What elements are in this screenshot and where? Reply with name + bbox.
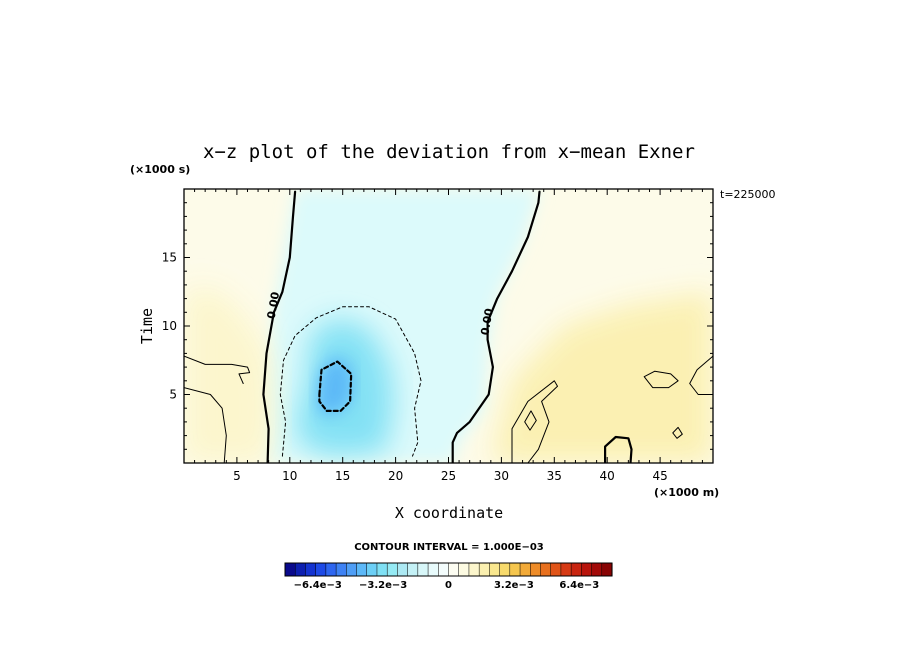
- colorbar-swatch: [315, 562, 327, 577]
- colorbar-swatch: [530, 562, 542, 577]
- time-stamp-label: t=225000: [720, 188, 776, 201]
- chart-title: x−z plot of the deviation from x−mean Ex…: [203, 141, 695, 163]
- y-tick-label: 10: [162, 319, 177, 333]
- contour-label: 0.00: [478, 307, 496, 336]
- contour-line: [511, 380, 558, 463]
- x-tick-label: 5: [233, 469, 241, 483]
- colorbar-swatch: [335, 562, 347, 577]
- colorbar-swatch: [581, 562, 593, 577]
- field-negative-core: [316, 356, 354, 416]
- colorbar-swatch: [591, 562, 603, 577]
- colorbar-swatch: [366, 562, 378, 577]
- y-tick-label: 15: [162, 251, 177, 265]
- y-axis-ticks: 5 10 15: [162, 202, 713, 450]
- contour-line: [279, 306, 422, 457]
- contour-labels: 0.00 0.00: [265, 291, 496, 337]
- colorbar-swatch: [284, 562, 296, 577]
- x-tick-label: 45: [652, 469, 667, 483]
- colorbar-swatch: [346, 562, 358, 577]
- x-tick-label: 40: [600, 469, 615, 483]
- colorbar-swatch: [499, 562, 511, 577]
- colorbar-swatch: [478, 562, 490, 577]
- contour-line: [524, 410, 537, 431]
- colorbar-swatch: [305, 562, 317, 577]
- x-tick-label: 35: [547, 469, 562, 483]
- colorbar-swatch: [294, 562, 306, 577]
- colorbar-swatch: [601, 562, 613, 577]
- y-unit-label: (×1000 s): [130, 163, 190, 176]
- x-tick-label: 20: [388, 469, 403, 483]
- contour-line: [318, 360, 353, 412]
- colorbar-swatch: [427, 562, 439, 577]
- colorbar-tick-label: 3.2e−3: [494, 580, 534, 591]
- colorbar-swatch: [570, 562, 582, 577]
- contour-line: [604, 435, 633, 463]
- contour-interval-text: CONTOUR INTERVAL = 1.000E−03: [354, 542, 544, 553]
- colorbar-swatch: [519, 562, 531, 577]
- contour-label: 0.00: [265, 291, 283, 320]
- colorbar-swatch: [325, 562, 337, 577]
- contour-line: [184, 355, 251, 384]
- shaded-fields: [184, 189, 713, 463]
- colorbar-tick-label: −3.2e−3: [359, 580, 407, 591]
- colorbar-frame: [284, 562, 613, 577]
- colorbar-swatch: [540, 562, 552, 577]
- colorbar-swatch: [417, 562, 429, 577]
- x-axis-label: X coordinate: [395, 504, 503, 522]
- field-positive-left: [184, 289, 274, 463]
- colorbar-tick-labels: −6.4e−3 −3.2e−3 0 3.2e−3 6.4e−3: [294, 580, 600, 591]
- x-tick-label: 10: [282, 469, 297, 483]
- contour-line: [643, 370, 679, 389]
- colorbar-swatch: [560, 562, 572, 577]
- colorbar-tick-label: −6.4e−3: [294, 580, 342, 591]
- colorbar-swatch: [458, 562, 470, 577]
- colorbar-swatch: [376, 562, 388, 577]
- contour-line: [451, 190, 541, 463]
- contour-line: [184, 387, 227, 463]
- plot-area: 0.00 0.00: [183, 188, 714, 464]
- colorbar-swatch: [386, 562, 398, 577]
- colorbar-swatch: [448, 562, 460, 577]
- colorbar-swatch: [468, 562, 480, 577]
- field-positive-right: [490, 291, 713, 463]
- colorbar-swatch: [356, 562, 368, 577]
- contour-line: [262, 190, 297, 463]
- colorbar-swatch: [509, 562, 521, 577]
- x-tick-label: 30: [494, 469, 509, 483]
- y-axis-label: Time: [138, 308, 156, 344]
- colorbar-tick-label: 6.4e−3: [559, 580, 599, 591]
- y-tick-label: 5: [169, 388, 177, 402]
- contour-line: [672, 426, 683, 439]
- colorbar-swatch: [407, 562, 419, 577]
- x-unit-label: (×1000 m): [654, 486, 719, 499]
- colorbar-swatch: [489, 562, 501, 577]
- contour-line: [689, 355, 713, 395]
- colorbar-swatch: [438, 562, 450, 577]
- x-tick-label: 15: [335, 469, 350, 483]
- colorbar-tick-label: 0: [445, 580, 452, 591]
- colorbar-swatch: [397, 562, 409, 577]
- x-axis-ticks: 5 10 15 20 25 30 35 40 45: [194, 189, 703, 483]
- x-tick-label: 25: [441, 469, 456, 483]
- colorbar: [284, 562, 613, 577]
- contour-lines: [184, 190, 713, 463]
- colorbar-swatch: [550, 562, 562, 577]
